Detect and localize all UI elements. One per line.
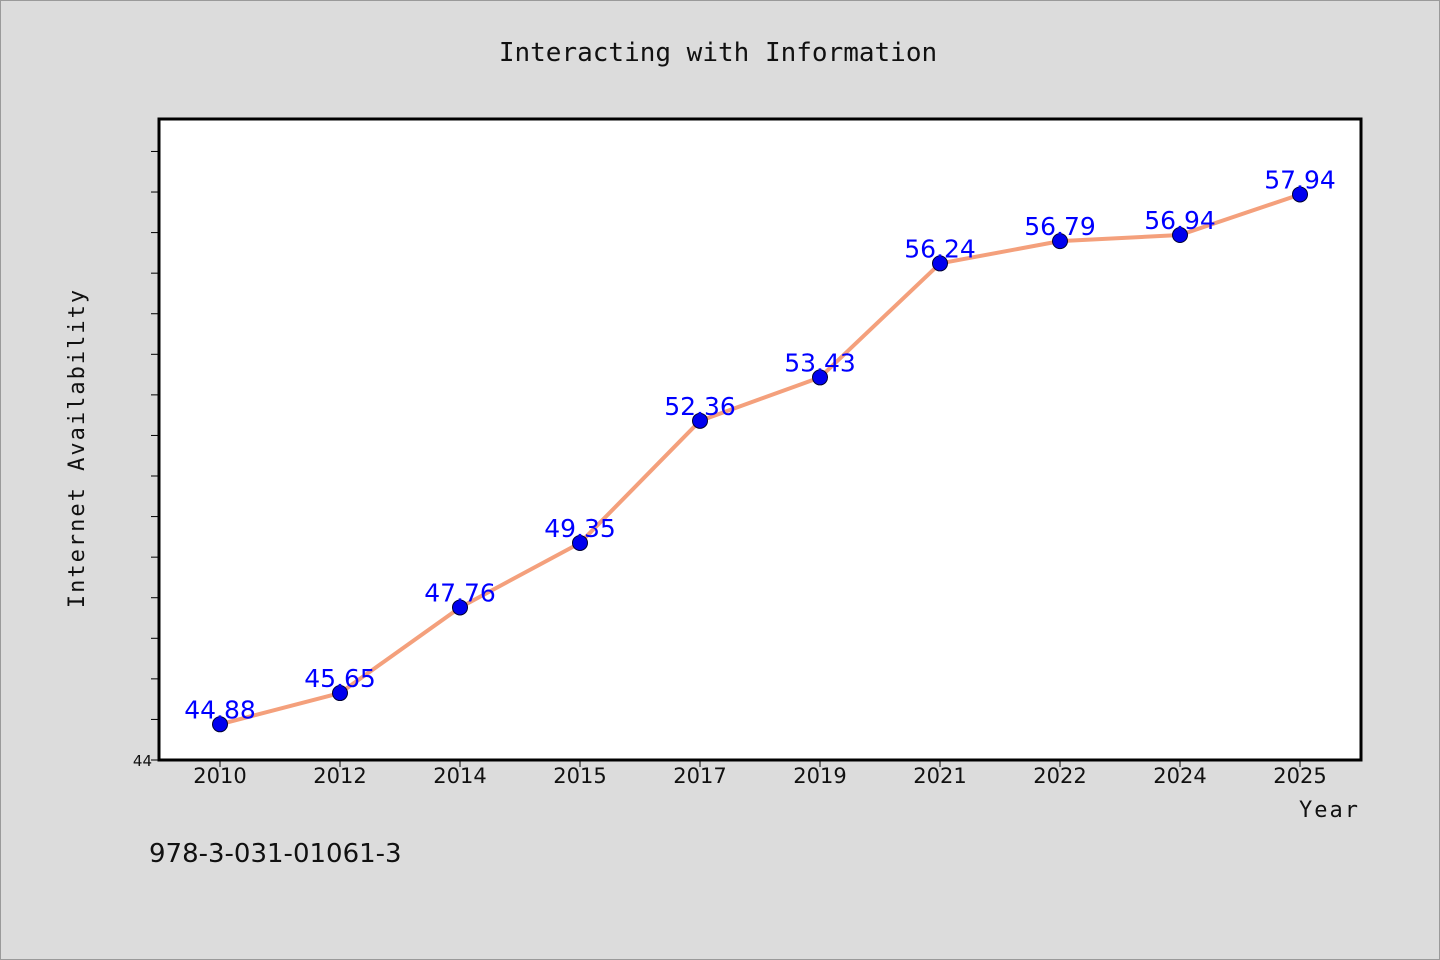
data-point xyxy=(812,369,828,386)
data-label: 53.43 xyxy=(784,348,856,377)
data-label: 52.36 xyxy=(664,392,736,421)
data-label: 44.88 xyxy=(184,695,256,724)
isbn-footer: 978-3-031-01061-3 xyxy=(149,839,402,869)
data-label: 57.94 xyxy=(1264,165,1336,194)
data-point xyxy=(692,412,708,429)
x-axis-label: Year xyxy=(1299,798,1360,823)
data-point xyxy=(1052,233,1068,250)
data-label: 56.94 xyxy=(1144,206,1216,235)
data-point xyxy=(452,599,468,616)
data-point xyxy=(1292,186,1308,203)
x-tick-label: 2025 xyxy=(1273,764,1326,788)
data-label: 56.79 xyxy=(1024,212,1096,241)
data-point xyxy=(572,534,588,551)
series-line xyxy=(219,192,1301,727)
data-label: 45.65 xyxy=(304,664,376,693)
chart-title: Interacting with Information xyxy=(499,38,937,68)
data-label: 47.76 xyxy=(424,578,496,607)
x-tick-label: 2022 xyxy=(1033,764,1086,788)
x-tick-label: 2021 xyxy=(913,764,966,788)
data-point xyxy=(932,255,948,272)
data-label: 49.35 xyxy=(544,514,616,543)
plot-area xyxy=(157,117,1363,762)
x-axis-ticks: 2010 2012 2014 2015 2017 2019 2021 2022 2024 2025 xyxy=(193,760,1327,788)
series-layer: 44.88 45.65 47.76 49.35 52.36 53.43 56.24 56.79… xyxy=(184,165,1336,733)
y-tick-label: 44 xyxy=(133,752,152,770)
data-point xyxy=(212,716,228,733)
y-axis-label: Internet Availability xyxy=(65,288,90,608)
x-tick-label: 2012 xyxy=(313,764,366,788)
x-tick-label: 2015 xyxy=(553,764,606,788)
x-tick-label: 2024 xyxy=(1153,764,1206,788)
x-tick-label: 2017 xyxy=(673,764,726,788)
y-axis-ticks: 44 xyxy=(133,150,159,770)
x-tick-label: 2014 xyxy=(433,764,486,788)
data-label: 56.24 xyxy=(904,234,976,263)
data-point xyxy=(332,685,348,702)
x-tick-label: 2019 xyxy=(793,764,846,788)
data-point xyxy=(1172,227,1188,244)
x-tick-label: 2010 xyxy=(193,764,246,788)
